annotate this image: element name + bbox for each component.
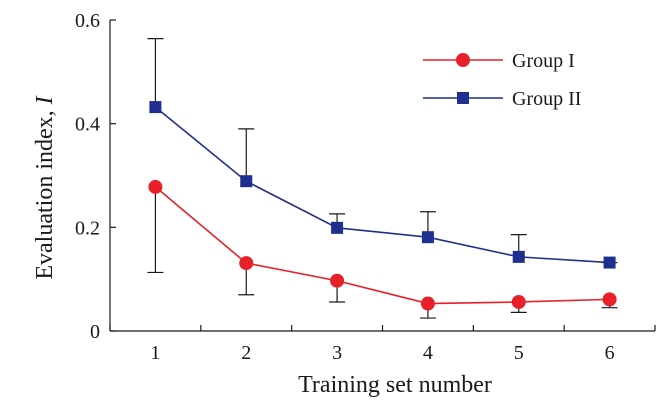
- x-tick-label: 2: [241, 342, 251, 364]
- x-tick-label: 3: [332, 342, 342, 364]
- y-tick-label: 0.2: [75, 217, 100, 239]
- x-tick-label: 1: [150, 342, 160, 364]
- data-point-group-2: [603, 256, 616, 269]
- series-layer: [148, 101, 617, 311]
- data-point-group-2: [240, 175, 253, 188]
- legend-label: Group I: [512, 50, 575, 72]
- y-axis-title-variable: I: [32, 95, 58, 105]
- data-point-group-1: [602, 292, 617, 307]
- data-point-group-1: [239, 256, 254, 271]
- y-tick-label: 0: [90, 321, 100, 343]
- data-point-group-1: [330, 273, 345, 288]
- x-tick-label: 5: [514, 342, 524, 364]
- legend-label: Group II: [512, 88, 581, 110]
- y-tick-label: 0.6: [75, 10, 100, 32]
- legend-marker-circle: [456, 53, 470, 67]
- data-point-group-1: [511, 294, 526, 309]
- x-tick-label: 6: [605, 342, 615, 364]
- data-point-group-1: [148, 179, 163, 194]
- legend-marker-square: [457, 92, 469, 104]
- x-axis-title: Training set number: [298, 372, 492, 398]
- data-point-group-1: [420, 296, 435, 311]
- ticks: 0 0.2 0.4 0.6 1 2 3 4 5 6: [75, 10, 656, 364]
- data-point-group-2: [512, 250, 525, 263]
- legend: Group I Group II: [423, 50, 581, 110]
- data-point-group-2: [149, 101, 162, 114]
- series-line-2: [154, 106, 610, 264]
- data-point-group-2: [331, 221, 344, 234]
- y-axis-title-text: Evaluation index,: [32, 104, 58, 279]
- y-axis-title: Evaluation index, I: [32, 95, 58, 279]
- x-tick-label: 4: [423, 342, 433, 364]
- error-bars: [147, 38, 618, 319]
- data-point-group-2: [421, 231, 434, 244]
- series-line-1: [154, 186, 610, 305]
- y-tick-label: 0.4: [75, 114, 100, 136]
